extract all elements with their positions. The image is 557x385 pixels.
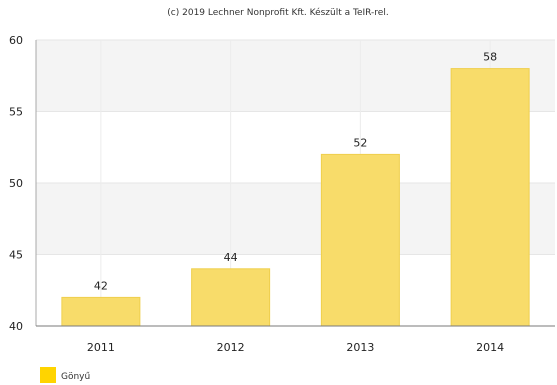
bar[interactable] [61, 296, 141, 327]
data-label: 58 [483, 51, 497, 64]
bar[interactable] [191, 268, 271, 327]
data-label: 52 [353, 136, 367, 149]
bars[interactable] [61, 68, 530, 327]
x-tick-label: 2012 [217, 341, 245, 354]
chart-credit: (c) 2019 Lechner Nonprofit Kft. Készült … [167, 7, 388, 18]
legend-swatch[interactable] [40, 367, 56, 383]
y-tick-labels: 40 45 50 55 60 [9, 34, 23, 333]
data-label: 42 [94, 279, 108, 292]
y-tick-label: 60 [9, 34, 23, 47]
data-label: 44 [224, 251, 238, 264]
axes [35, 40, 555, 327]
y-tick-label: 50 [9, 177, 23, 190]
x-tick-labels: 2011 2012 2013 2014 [87, 341, 504, 354]
x-tick-label: 2014 [476, 341, 504, 354]
bar[interactable] [450, 68, 530, 327]
bar[interactable] [320, 153, 400, 327]
x-tick-label: 2013 [346, 341, 374, 354]
y-tick-label: 45 [9, 249, 23, 262]
y-tick-label: 40 [9, 320, 23, 333]
legend[interactable]: Gönyű [40, 367, 90, 383]
data-labels: 42 44 52 58 [94, 51, 497, 293]
legend-label[interactable]: Gönyű [61, 372, 90, 382]
y-tick-label: 55 [9, 106, 23, 119]
x-tick-label: 2011 [87, 341, 115, 354]
